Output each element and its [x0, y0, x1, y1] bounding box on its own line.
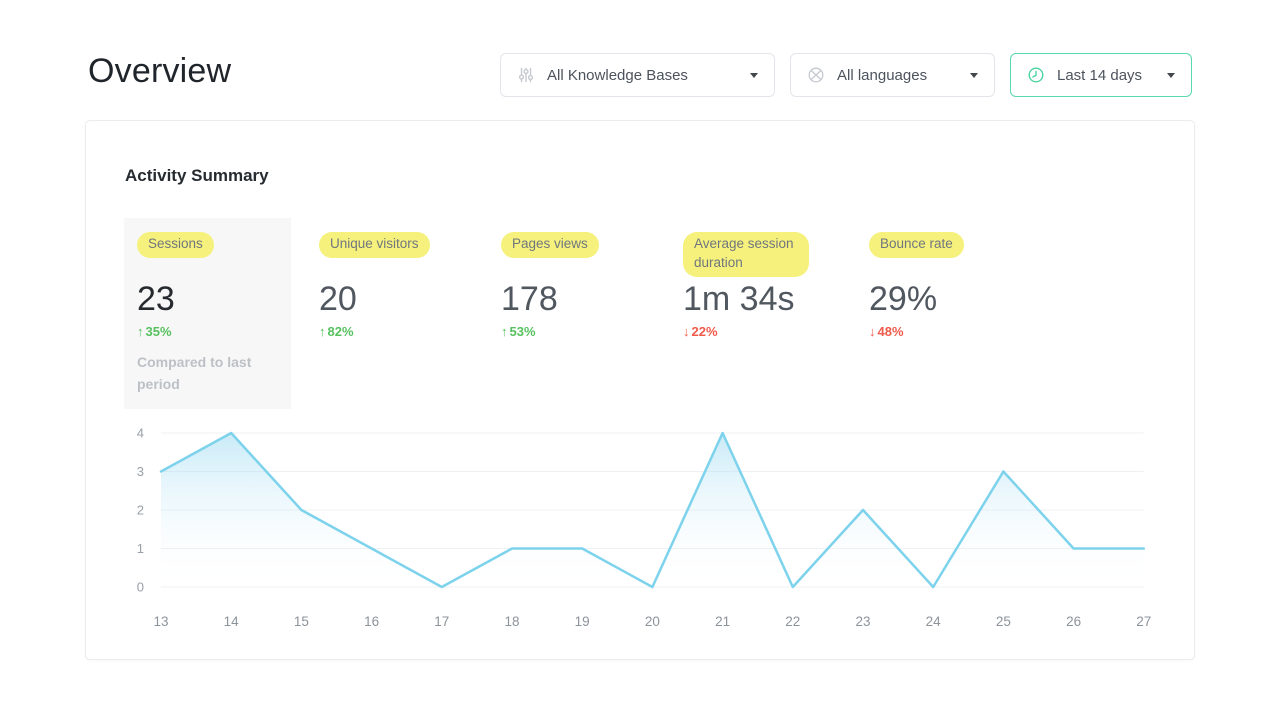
metric-change: ↑ 35%: [137, 324, 278, 339]
activity-summary-card: Activity Summary Sessions 23 ↑ 35% Compar…: [85, 120, 1195, 660]
metric-label-wrap: Average session duration: [683, 232, 869, 282]
clock-icon: [1027, 66, 1045, 84]
metric-change-pct: 53%: [509, 324, 536, 339]
metric-tile[interactable]: Average session duration 1m 34s ↓ 22%: [683, 218, 869, 409]
page-title: Overview: [88, 52, 232, 90]
x-tick-label: 26: [1066, 614, 1081, 629]
trend-arrow-icon: ↓: [869, 324, 876, 339]
x-tick-label: 20: [645, 614, 660, 629]
metric-value: 1m 34s: [683, 280, 795, 318]
chevron-down-icon: [1167, 72, 1175, 78]
knowledge-bases-dropdown[interactable]: All Knowledge Bases: [500, 53, 775, 97]
x-tick-label: 22: [785, 614, 800, 629]
metric-value: 29%: [869, 280, 938, 318]
metric-label-wrap: Sessions: [137, 232, 278, 282]
metric-value: 23: [137, 280, 175, 318]
card-title: Activity Summary: [125, 166, 269, 185]
x-tick-label: 24: [926, 614, 942, 629]
x-tick-label: 13: [153, 614, 168, 629]
x-tick-label: 23: [855, 614, 870, 629]
metric-value: 178: [501, 280, 558, 318]
metric-note: Compared to last period: [137, 354, 252, 392]
chevron-down-icon: [970, 72, 978, 78]
date-range-label: Last 14 days: [1057, 66, 1143, 84]
metric-change-pct: 82%: [327, 324, 354, 339]
metric-tile[interactable]: Pages views 178 ↑ 53%: [501, 218, 683, 409]
y-tick-label: 0: [137, 580, 144, 595]
metric-tile[interactable]: Sessions 23 ↑ 35% Compared to last period: [124, 218, 291, 410]
metric-value: 20: [319, 280, 357, 318]
y-tick-label: 3: [137, 464, 144, 479]
metric-change-pct: 48%: [877, 324, 904, 339]
metric-tile[interactable]: Bounce rate 29% ↓ 48%: [869, 218, 1049, 409]
x-tick-label: 16: [364, 614, 379, 629]
x-tick-label: 27: [1136, 614, 1151, 629]
metric-change: ↓ 22%: [683, 324, 869, 339]
x-tick-label: 19: [575, 614, 590, 629]
languages-dropdown[interactable]: All languages: [790, 53, 995, 97]
metric-label: Sessions: [137, 232, 214, 258]
metric-change: ↓ 48%: [869, 324, 1049, 339]
filter-bar: All Knowledge Bases All languages: [500, 53, 1192, 97]
x-tick-label: 25: [996, 614, 1011, 629]
metric-tile[interactable]: Unique visitors 20 ↑ 82%: [319, 218, 501, 409]
y-tick-label: 2: [137, 503, 144, 518]
metric-change-pct: 22%: [691, 324, 718, 339]
metric-change-pct: 35%: [145, 324, 172, 339]
x-tick-label: 17: [434, 614, 449, 629]
metric-label: Bounce rate: [869, 232, 964, 258]
trend-arrow-icon: ↓: [683, 324, 690, 339]
trend-arrow-icon: ↑: [501, 324, 508, 339]
languages-label: All languages: [837, 66, 928, 84]
sliders-icon: [517, 66, 535, 84]
trend-arrow-icon: ↑: [319, 324, 326, 339]
trend-arrow-icon: ↑: [137, 324, 144, 339]
metric-label: Average session duration: [683, 232, 809, 277]
area-fill: [161, 433, 1144, 587]
sessions-area-chart: 4 3 2 1 0 13 14 15 16 17 18 19 20 21 22 23 24 25 26 27: [86, 416, 1194, 651]
chevron-down-icon: [750, 72, 758, 78]
x-tick-label: 21: [715, 614, 730, 629]
series-line: [159, 431, 1146, 589]
metric-label: Pages views: [501, 232, 599, 258]
knowledge-bases-label: All Knowledge Bases: [547, 66, 688, 84]
metric-label-wrap: Pages views: [501, 232, 683, 282]
y-tick-label: 1: [137, 541, 144, 556]
metrics-row: Sessions 23 ↑ 35% Compared to last period…: [124, 218, 1049, 410]
x-tick-label: 15: [294, 614, 309, 629]
metric-label-wrap: Bounce rate: [869, 232, 1049, 282]
globe-icon: [807, 66, 825, 84]
metric-label-wrap: Unique visitors: [319, 232, 501, 282]
metric-change: ↑ 82%: [319, 324, 501, 339]
y-tick-label: 4: [137, 426, 144, 441]
metric-label: Unique visitors: [319, 232, 430, 258]
date-range-dropdown[interactable]: Last 14 days: [1010, 53, 1192, 97]
x-tick-label: 14: [224, 614, 240, 629]
metric-change: ↑ 53%: [501, 324, 683, 339]
x-tick-label: 18: [504, 614, 519, 629]
